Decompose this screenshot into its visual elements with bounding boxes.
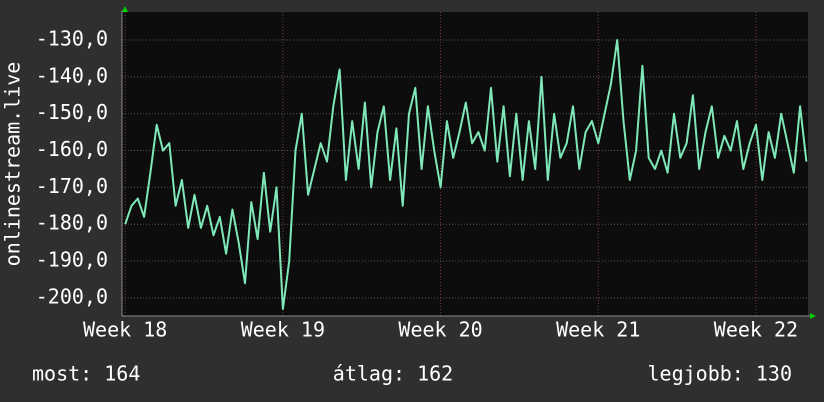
y-tick-label: -170,0 [36, 174, 108, 198]
x-tick-label: Week 18 [83, 318, 167, 342]
y-axis-label: onlinestream.live [1, 62, 25, 267]
y-tick-label: -200,0 [36, 284, 108, 308]
y-tick-label: -190,0 [36, 248, 108, 272]
footer-stat: most: 164 [32, 362, 140, 386]
y-tick-label: -160,0 [36, 137, 108, 161]
plot-area [122, 12, 808, 316]
x-tick-label: Week 19 [241, 318, 325, 342]
footer-stat: legjobb: 130 [648, 362, 793, 386]
footer-stat: átlag: 162 [333, 362, 453, 386]
y-tick-label: -130,0 [36, 27, 108, 51]
axis-arrow [810, 313, 816, 319]
data-line [124, 39, 808, 310]
x-tick-label: Week 20 [398, 318, 482, 342]
axis-arrow [122, 6, 128, 12]
y-tick-label: -140,0 [36, 63, 108, 87]
y-tick-label: -150,0 [36, 100, 108, 124]
x-tick-label: Week 22 [714, 318, 798, 342]
y-tick-label: -180,0 [36, 211, 108, 235]
x-tick-label: Week 21 [556, 318, 640, 342]
